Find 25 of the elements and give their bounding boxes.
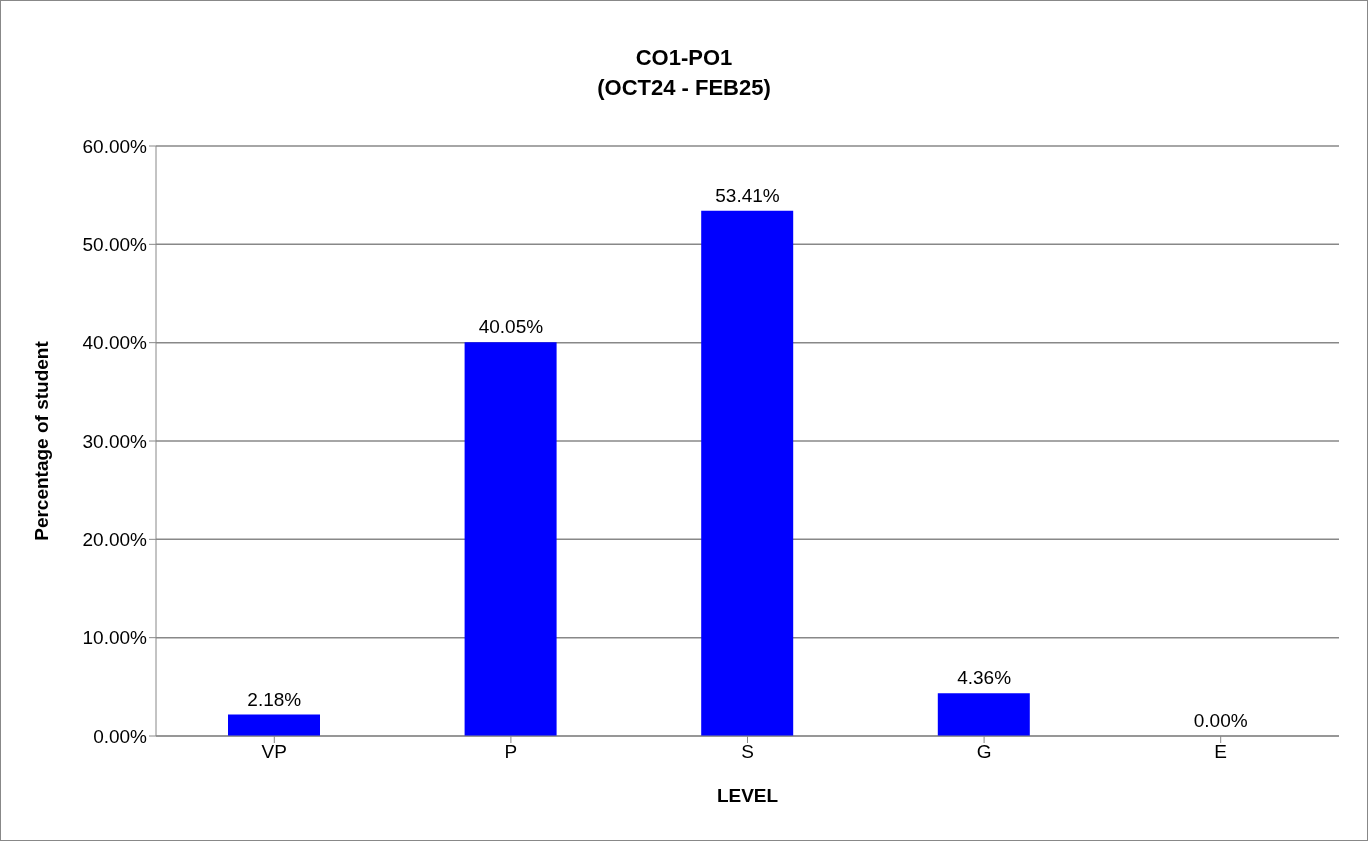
data-label: 4.36% <box>957 667 1012 689</box>
y-tick-label: 50.00% <box>82 234 148 256</box>
bar <box>464 342 557 736</box>
y-tick-label: 20.00% <box>82 529 148 551</box>
bar <box>228 714 320 736</box>
x-axis-title: LEVEL <box>716 785 779 806</box>
y-tick-label: 30.00% <box>82 430 148 452</box>
data-label: 40.05% <box>478 316 544 338</box>
x-tick-label: P <box>504 741 518 763</box>
chart-subtitle: (OCT24 - FEB25) <box>596 74 772 102</box>
x-tick-label: G <box>976 741 992 763</box>
x-tick-label: VP <box>261 741 287 763</box>
data-label: 2.18% <box>247 688 302 710</box>
bar <box>937 693 1030 736</box>
bar <box>701 210 794 736</box>
y-axis-title: Percentage of student <box>30 340 52 541</box>
y-tick-label: 0.00% <box>93 725 148 747</box>
y-tick-label: 40.00% <box>82 332 148 354</box>
chart-title: CO1-PO1 <box>634 44 734 72</box>
data-label: 53.41% <box>715 184 780 206</box>
x-tick-label: S <box>741 741 754 763</box>
x-tick-label: E <box>1214 741 1228 763</box>
y-tick-label: 10.00% <box>82 627 148 649</box>
data-label: 0.00% <box>1193 710 1248 731</box>
y-tick-label: 60.00% <box>82 135 148 157</box>
